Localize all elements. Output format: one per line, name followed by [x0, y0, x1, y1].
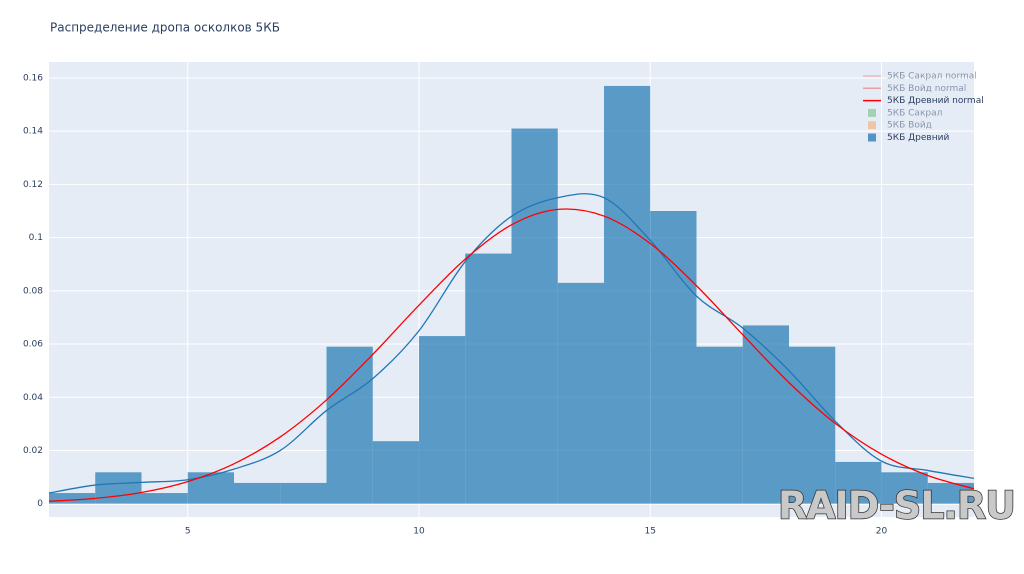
legend-swatch	[868, 108, 876, 117]
y-tick-label: 0.06	[23, 340, 43, 350]
x-tick-label: 5	[185, 527, 191, 537]
bar	[650, 211, 697, 504]
bar	[835, 461, 882, 504]
curve	[48, 193, 975, 494]
legend-swatch	[868, 121, 876, 130]
chart-title: Распределение дропа осколков 5КБ	[50, 21, 280, 35]
bar	[465, 253, 512, 504]
curve	[48, 208, 975, 502]
x-tick-label: 15	[645, 527, 656, 537]
bar	[927, 482, 974, 504]
legend-label: 5КБ Сакрал normal	[887, 72, 977, 82]
bar	[372, 441, 419, 504]
bar	[326, 346, 373, 504]
legend-label: 5КБ Войд normal	[887, 84, 966, 94]
bar	[419, 336, 466, 504]
bar	[187, 472, 234, 504]
legend-swatch	[868, 133, 876, 142]
bar	[557, 282, 604, 504]
bar	[234, 482, 281, 504]
y-tick-label: 0.04	[23, 393, 43, 403]
x-tick-label: 10	[413, 527, 425, 537]
bar	[280, 482, 327, 504]
bar	[49, 493, 96, 504]
bar	[881, 472, 928, 504]
y-tick-label: 0.08	[23, 286, 43, 296]
legend-label: 5КБ Сакрал	[887, 108, 942, 118]
bar	[511, 128, 558, 504]
bar	[696, 346, 743, 504]
legend-label: 5КБ Древний normal	[887, 96, 984, 106]
y-tick-label: 0.14	[23, 127, 43, 137]
bar	[742, 325, 789, 504]
bar	[604, 85, 651, 504]
bar	[141, 493, 188, 504]
y-tick-label: 0.1	[29, 233, 43, 243]
legend-label: 5КБ Войд	[887, 121, 932, 131]
y-tick-label: 0.12	[23, 180, 43, 190]
bar	[95, 472, 142, 504]
y-tick-label: 0	[37, 499, 43, 509]
watermark: RAID-SL.RU	[778, 484, 1015, 528]
x-tick-label: 20	[876, 527, 888, 537]
legend-label: 5КБ Древний	[887, 133, 949, 143]
y-tick-label: 0.02	[23, 446, 43, 456]
y-tick-label: 0.16	[23, 73, 43, 83]
bar	[789, 346, 836, 504]
